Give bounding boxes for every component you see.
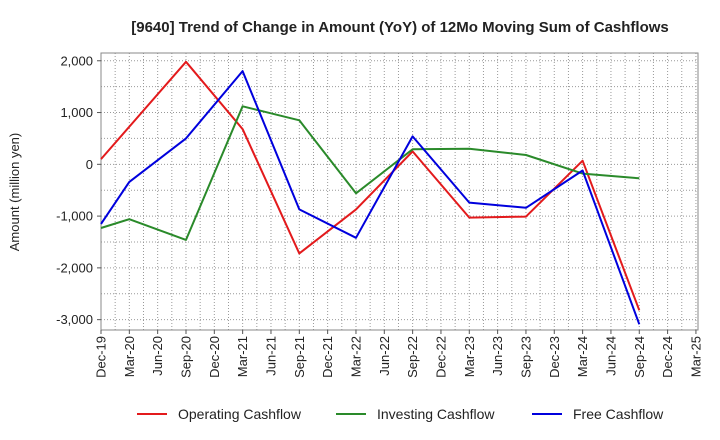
y-tick-label: 2,000 bbox=[60, 53, 93, 68]
x-tick-label: Sep-20 bbox=[178, 336, 193, 378]
x-tick-label: Jun-21 bbox=[263, 336, 278, 376]
series-layer bbox=[100, 60, 641, 325]
x-tick-label: Sep-23 bbox=[518, 336, 533, 378]
x-tick-label: Dec-20 bbox=[207, 336, 222, 378]
series-line-free-cashflow bbox=[100, 70, 641, 325]
x-tick-label: Sep-22 bbox=[405, 336, 420, 378]
series-line-investing-cashflow bbox=[100, 105, 640, 241]
x-tick-label: Sep-24 bbox=[632, 336, 647, 378]
y-axis-ticks: 2,000 1,000 0 -1,000 -2,000 -3,000 bbox=[56, 53, 101, 327]
legend-label-investing-cashflow: Investing Cashflow bbox=[377, 406, 495, 422]
legend-label-free-cashflow: Free Cashflow bbox=[573, 406, 664, 422]
x-tick-label: Mar-20 bbox=[122, 336, 137, 377]
y-tick-label: -3,000 bbox=[56, 312, 93, 327]
x-tick-label: Dec-22 bbox=[433, 336, 448, 378]
x-tick-label: Dec-21 bbox=[320, 336, 335, 378]
x-tick-label: Jun-22 bbox=[377, 336, 392, 376]
x-tick-label: Jun-24 bbox=[603, 336, 618, 376]
y-tick-label: -1,000 bbox=[56, 209, 93, 224]
x-tick-label: Mar-22 bbox=[348, 336, 363, 377]
x-tick-label: Jun-23 bbox=[490, 336, 505, 376]
x-tick-label: Mar-23 bbox=[462, 336, 477, 377]
y-tick-label: 1,000 bbox=[60, 105, 93, 120]
x-tick-label: Dec-19 bbox=[94, 336, 109, 378]
x-tick-label: Mar-24 bbox=[575, 336, 590, 377]
x-tick-label: Sep-21 bbox=[292, 336, 307, 378]
x-tick-label: Mar-25 bbox=[688, 336, 703, 377]
grid-layer bbox=[101, 53, 698, 330]
x-tick-label: Dec-23 bbox=[547, 336, 562, 378]
x-axis-ticks: Dec-19 Mar-20 Jun-20 Sep-20 Dec-20 Mar-21 Jun-… bbox=[94, 330, 703, 378]
x-tick-label: Dec-24 bbox=[660, 336, 675, 378]
y-axis-label: Amount (million yen) bbox=[7, 133, 22, 252]
legend-label-operating-cashflow: Operating Cashflow bbox=[178, 406, 302, 422]
x-tick-label: Jun-20 bbox=[150, 336, 165, 376]
y-tick-label: 0 bbox=[86, 157, 93, 172]
chart-title: [9640] Trend of Change in Amount (YoY) o… bbox=[131, 19, 669, 36]
y-tick-label: -2,000 bbox=[56, 260, 93, 275]
legend: Operating Cashflow Investing Cashflow Free… bbox=[137, 406, 664, 422]
x-tick-label: Mar-21 bbox=[235, 336, 250, 377]
plot-frame bbox=[100, 52, 699, 331]
